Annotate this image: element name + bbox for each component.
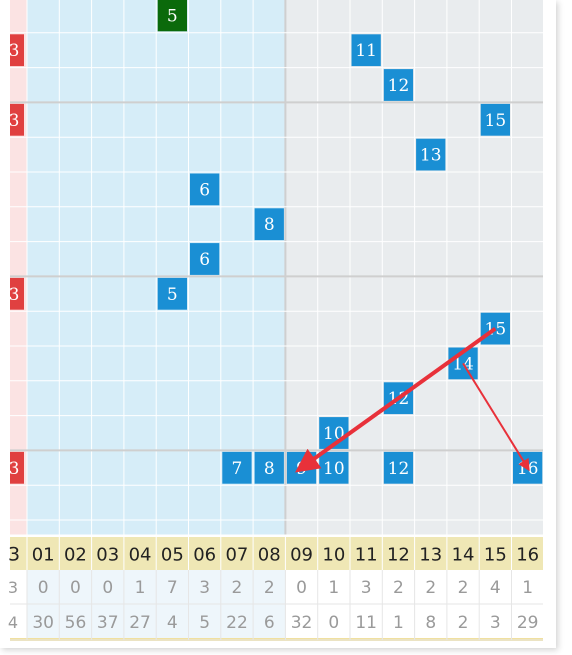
ball-cell	[190, 173, 220, 206]
stats-row-2-value: 27	[129, 613, 151, 633]
ball-number: 15	[485, 111, 507, 131]
ball-number: 12	[388, 76, 410, 96]
stats-row-2-value: 3	[490, 613, 501, 633]
number-header-row: 3 01 02 03 04 05 06 07 08 09 10 11 12 13 14 15 16	[8, 537, 543, 570]
ball-number: 6	[199, 180, 210, 200]
ball-number: 10	[323, 459, 345, 479]
ball-cell	[157, 277, 187, 310]
ball-number: 5	[167, 285, 178, 305]
ball-cell	[383, 69, 414, 101]
header-column-label: 08	[258, 545, 281, 566]
stats-row-2-value: 37	[97, 613, 119, 633]
left-mark-text: 3	[9, 459, 20, 479]
ball-number: 6	[199, 250, 210, 270]
stats-row-1-value: 1	[522, 578, 533, 598]
header-background	[10, 537, 543, 570]
header-column-label: 04	[129, 545, 152, 566]
ball-cell	[416, 138, 446, 171]
ball-cell	[157, 0, 187, 32]
stats-row-2-value: 8	[425, 613, 436, 633]
header-column-label: 12	[387, 545, 410, 566]
trend-arrow	[295, 326, 497, 473]
stats-row-2-value: 1	[393, 613, 404, 633]
ball-cell	[351, 34, 381, 67]
ball-number: 8	[264, 459, 275, 479]
header-column-label: 15	[484, 545, 507, 566]
header-column-label: 13	[419, 545, 442, 566]
left-mark-text: 3	[9, 111, 20, 131]
ball-cell	[254, 208, 284, 241]
stats-row-2-value: 0	[328, 613, 339, 633]
header-column-label: 02	[64, 545, 87, 566]
header-column-label: 09	[290, 545, 313, 566]
left-mark-cell	[10, 34, 24, 67]
ball-number: 8	[264, 215, 275, 235]
left-mark-cell	[10, 451, 24, 484]
left-mark-text: 3	[9, 41, 20, 61]
stats-row-2-value: 2	[458, 613, 469, 633]
stats-row-1-value: 0	[102, 578, 113, 598]
stats-row-2-value: 30	[32, 613, 54, 633]
trend-arrow	[462, 362, 530, 472]
stats-row-1-value: 2	[458, 578, 469, 598]
left-mark-cell	[10, 103, 24, 136]
stats-row-2-value: 5	[199, 613, 210, 633]
ball-cell	[190, 243, 220, 275]
stats-row-1-value: 1	[328, 578, 339, 598]
stats-row-1-value: 2	[232, 578, 243, 598]
stats-row-1-value: 7	[167, 578, 178, 598]
stats-row-2-value: 4	[167, 613, 178, 633]
stats-row-1-value: 2	[425, 578, 436, 598]
ball-grid: 5311123151368635151412103789101216	[9, 0, 543, 484]
stats-row-1-value: 4	[490, 578, 501, 598]
ball-number: 13	[420, 146, 442, 166]
ball-number: 11	[355, 41, 377, 61]
ball-cell	[480, 103, 510, 136]
header-column-label: 14	[452, 545, 475, 566]
trend-arrows	[295, 326, 530, 473]
stats-row-1-value: 0	[296, 578, 307, 598]
stats-rows: 3 0 0 0 1 7 3 2 2 0 1 3 2 2 2 4 14 30 56 37 27 4 5 22 6 32 0 11 1 8 2 3…	[8, 570, 543, 641]
chart-grid	[10, 0, 545, 536]
left-mark-text: 3	[9, 285, 20, 305]
header-column-label: 03	[96, 545, 119, 566]
ball-number: 9	[296, 459, 307, 479]
stats-row-1-value: 3	[199, 578, 210, 598]
stats-row-1-value: 2	[264, 578, 275, 598]
stats-row-2-value: 22	[226, 613, 248, 633]
stats-row-2-value: 56	[65, 613, 87, 633]
header-column-label: 01	[32, 545, 55, 566]
ball-number: 5	[167, 6, 178, 26]
ball-cell	[383, 451, 414, 484]
header-column-label: 05	[161, 545, 184, 566]
ball-number: 16	[517, 459, 539, 479]
ball-cell	[222, 451, 252, 484]
stats-row-2-left-label: 4	[8, 613, 18, 632]
stats-row-1-value: 2	[393, 578, 404, 598]
stats-row-1-left-label: 3	[8, 578, 18, 597]
left-mark-cell	[10, 277, 24, 310]
ball-cell	[254, 451, 284, 484]
stats-row-2-value: 11	[355, 613, 377, 633]
ball-cell	[319, 451, 349, 484]
stats-row-2-value: 29	[517, 613, 539, 633]
stats-row-1-value: 0	[38, 578, 49, 598]
stats-row-2-value: 6	[264, 613, 275, 633]
stats-row-1-value: 3	[361, 578, 372, 598]
stats-row-1-value: 0	[70, 578, 81, 598]
header-column-label: 07	[225, 545, 248, 566]
header-left-label: 3	[8, 544, 20, 566]
header-column-label: 06	[193, 545, 216, 566]
ball-number: 7	[232, 459, 243, 479]
stats-row-1-value: 1	[135, 578, 146, 598]
header-column-label: 10	[322, 545, 345, 566]
header-column-label: 11	[355, 545, 378, 566]
header-column-label: 16	[516, 545, 539, 566]
ball-number: 12	[388, 459, 410, 479]
stats-row-2-value: 32	[291, 613, 313, 633]
